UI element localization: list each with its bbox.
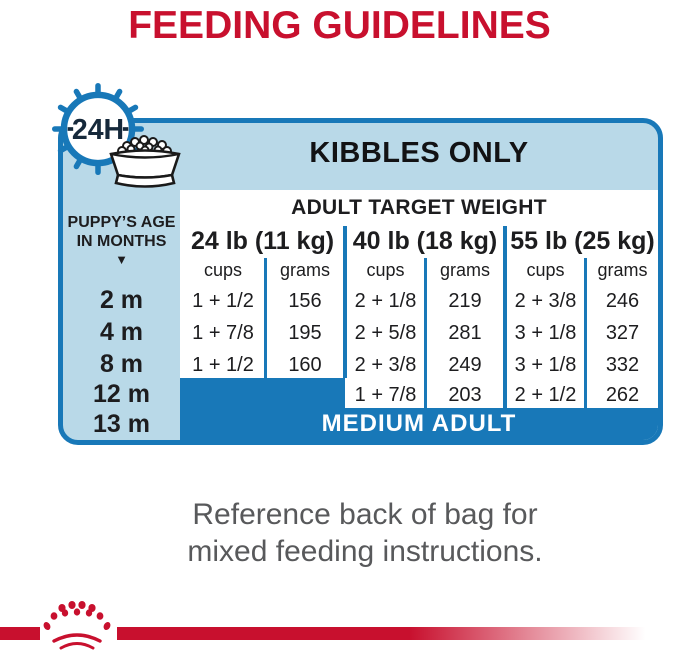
medium-adult-band: MEDIUM ADULT xyxy=(180,408,658,440)
age-label: 4 m xyxy=(99,318,144,346)
clock-label: 24H xyxy=(72,114,124,146)
mixed-feeding-note: Reference back of bag for mixed feeding … xyxy=(50,496,679,570)
group-divider xyxy=(343,226,347,378)
table-cell: 3 + 1/8 xyxy=(514,322,577,344)
column-divider xyxy=(264,258,267,378)
table-cell: 246 xyxy=(605,290,640,312)
table-cell: 262 xyxy=(605,384,640,406)
adult-target-weight-label: ADULT TARGET WEIGHT xyxy=(291,196,547,219)
table-cell: 2 + 3/8 xyxy=(354,354,417,376)
age-label: 13 m xyxy=(93,410,150,438)
table-cell: 1 + 1/2 xyxy=(192,354,254,376)
table-cell: 332 xyxy=(605,354,640,376)
note-line2: mixed feeding instructions. xyxy=(187,535,543,568)
column-divider xyxy=(584,258,587,408)
weight-group-label: 40 lb (18 kg) xyxy=(352,227,498,255)
age-column-title: PUPPY’S AGE IN MONTHS xyxy=(63,213,180,251)
table-cell: 156 xyxy=(288,290,322,312)
note-line1: Reference back of bag for xyxy=(192,498,538,531)
weight-group-label: 55 lb (25 kg) xyxy=(510,227,655,255)
age-column-title-line1: PUPPY’S AGE xyxy=(67,214,176,231)
medium-adult-region-left xyxy=(180,378,345,409)
unit-label: grams xyxy=(439,260,490,280)
table-cell: 281 xyxy=(448,322,482,344)
unit-label: cups xyxy=(526,260,565,280)
unit-label: grams xyxy=(597,260,648,280)
weight-group-label: 24 lb (11 kg) xyxy=(190,227,335,255)
age-label: 2 m xyxy=(99,286,144,314)
table-cell: 3 + 1/8 xyxy=(514,354,577,376)
kibbles-only-header: KIBBLES ONLY xyxy=(309,137,529,169)
table-white-panel xyxy=(180,190,658,408)
column-divider xyxy=(424,258,427,408)
table-cell: 219 xyxy=(448,290,482,312)
brand-stripe-left xyxy=(0,627,40,640)
table-cell: 2 + 3/8 xyxy=(514,290,577,312)
unit-label: cups xyxy=(366,260,405,280)
table-cell: 327 xyxy=(605,322,640,344)
age-column-title-line2: IN MONTHS xyxy=(76,233,167,250)
age-label: 8 m xyxy=(99,350,144,378)
table-cell: 1 + 7/8 xyxy=(354,384,417,406)
table-cell: 1 + 7/8 xyxy=(192,322,254,344)
age-arrow-icon: ▼ xyxy=(115,252,128,267)
table-cell: 160 xyxy=(288,354,322,376)
table-cell: 195 xyxy=(288,322,322,344)
medium-adult-label: MEDIUM ADULT xyxy=(321,410,517,437)
royal-canin-crown-icon xyxy=(43,601,111,650)
food-bowl-icon xyxy=(109,135,181,188)
table-cell: 249 xyxy=(448,354,482,376)
unit-label: grams xyxy=(279,260,330,280)
table-cell: 2 + 5/8 xyxy=(354,322,417,344)
unit-label: cups xyxy=(203,260,243,280)
group-divider xyxy=(503,226,507,408)
age-label: 12 m xyxy=(93,380,150,408)
brand-stripe-right xyxy=(117,627,679,640)
table-cell: 2 + 1/2 xyxy=(514,384,577,406)
table-cell: 2 + 1/8 xyxy=(354,290,417,312)
page-title: FEEDING GUIDELINES xyxy=(128,4,551,47)
table-cell: 203 xyxy=(448,384,482,406)
table-cell: 1 + 1/2 xyxy=(192,290,254,312)
